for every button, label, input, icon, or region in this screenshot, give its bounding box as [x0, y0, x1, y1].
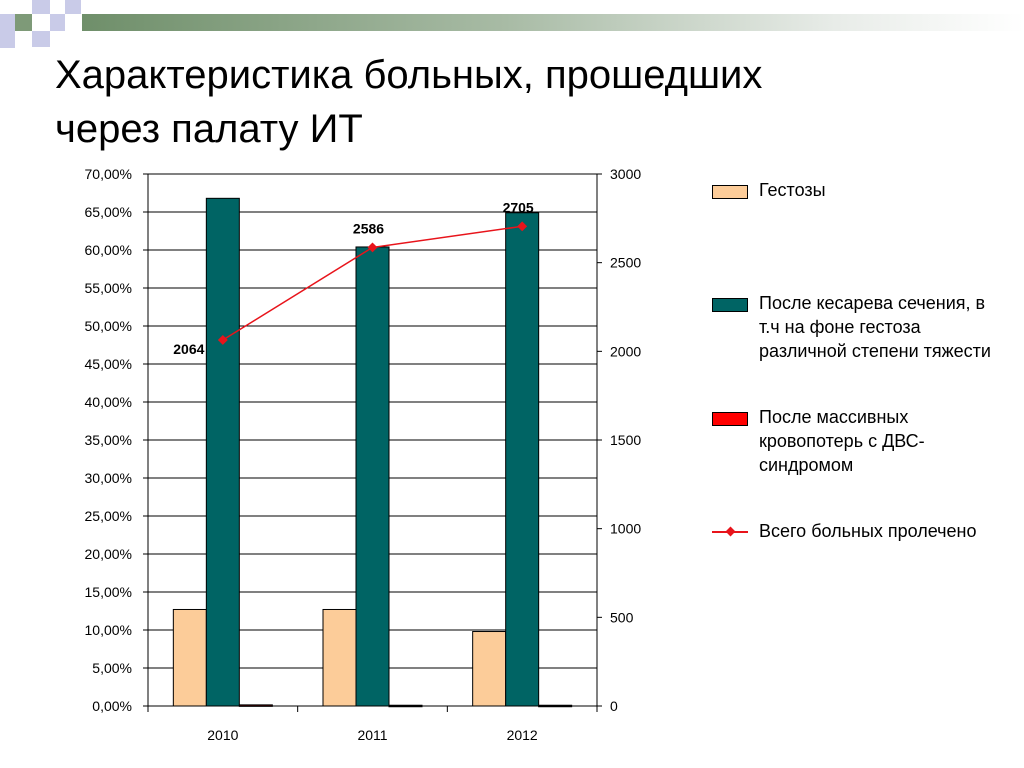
left-tick-label: 50,00%: [85, 318, 132, 334]
left-tick-label: 15,00%: [85, 584, 132, 600]
right-tick-label: 1500: [610, 432, 641, 448]
left-tick-label: 60,00%: [85, 242, 132, 258]
left-tick-label: 40,00%: [85, 394, 132, 410]
total-line: 2064 2586 2705: [173, 199, 534, 357]
legend-label-gestosis: Гестозы: [759, 180, 826, 200]
data-label: 2586: [353, 220, 384, 236]
corner-decoration: [0, 0, 90, 62]
bar: [505, 212, 540, 707]
legend-label-total: Всего больных пролечено: [759, 521, 977, 541]
line-point: [517, 221, 528, 232]
bar: [472, 631, 507, 707]
left-tick-label: 30,00%: [85, 470, 132, 486]
left-tick-label: 65,00%: [85, 204, 132, 220]
category-label: 2012: [507, 727, 538, 743]
left-tick-label: 55,00%: [85, 280, 132, 296]
right-tick-label: 2000: [610, 343, 641, 359]
left-axis-ticks: 0,00% 5,00% 10,00% 15,00% 20,00% 25,00% 30,00%…: [85, 166, 148, 714]
legend-label-blood-loss: После массивных кровопотерь с ДВС-синдро…: [759, 407, 925, 475]
title-line-1: Характеристика больных, прошедших: [55, 53, 763, 97]
axes: [147, 173, 598, 712]
right-tick-label: 500: [610, 609, 634, 625]
legend-swatch-blood-loss: [712, 412, 748, 426]
left-tick-label: 35,00%: [85, 432, 132, 448]
category-label: 2010: [207, 727, 238, 743]
page-title: Характеристика больных, прошедших через …: [55, 48, 955, 156]
data-label: 2064: [173, 341, 204, 357]
right-tick-label: 3000: [610, 166, 641, 182]
left-tick-label: 70,00%: [85, 166, 132, 182]
bar: [355, 246, 390, 707]
left-tick-label: 45,00%: [85, 356, 132, 372]
left-tick-label: 20,00%: [85, 546, 132, 562]
bar: [172, 608, 207, 707]
legend-label-cesarean: После кесарева сечения, в т.ч на фоне ге…: [759, 293, 991, 361]
bar: [322, 608, 357, 707]
category-labels: 2010 2011 2012: [207, 727, 538, 743]
left-tick-label: 10,00%: [85, 622, 132, 638]
data-label: 2705: [503, 199, 534, 215]
left-tick-label: 0,00%: [92, 698, 132, 714]
line-point: [217, 335, 228, 345]
top-gradient-bar: [82, 14, 1024, 31]
legend-swatch-total: [712, 526, 748, 537]
legend-swatch-cesarean: [712, 298, 748, 312]
right-axis-ticks: 0 500 1000 1500 2000 2500 3000: [597, 166, 641, 714]
title-line-2: через палату ИТ: [55, 107, 363, 151]
left-tick-label: 5,00%: [92, 660, 132, 676]
right-tick-label: 0: [610, 698, 618, 714]
left-tick-label: 25,00%: [85, 508, 132, 524]
line-point: [367, 242, 378, 253]
category-label: 2011: [357, 727, 387, 743]
bar: [205, 197, 240, 707]
right-tick-label: 1000: [610, 521, 641, 537]
legend-swatch-gestosis: [712, 185, 748, 199]
plot-frame: [147, 173, 598, 707]
right-tick-label: 2500: [610, 255, 641, 271]
bars: [172, 197, 573, 708]
